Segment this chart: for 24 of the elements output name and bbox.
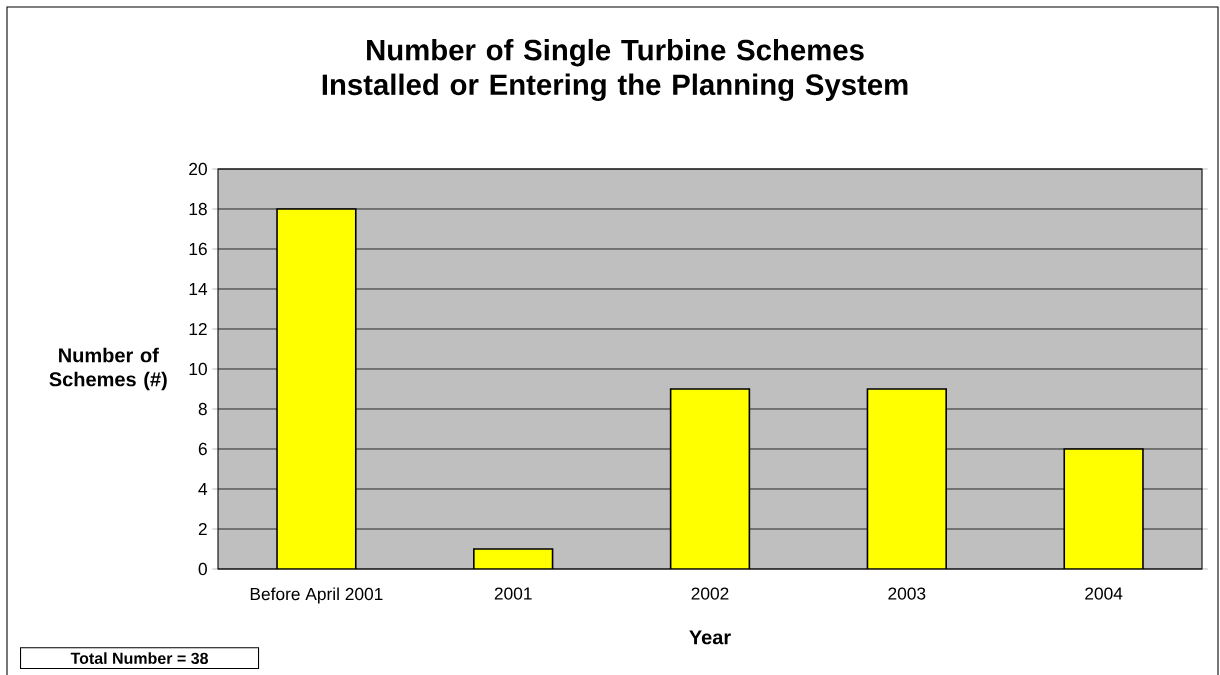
y-tick-label: 20 bbox=[189, 162, 207, 176]
y-axis-title: Number of Schemes (#) bbox=[49, 347, 167, 391]
y-tick-label: 0 bbox=[198, 562, 207, 576]
x-tick-label: 2004 bbox=[1085, 587, 1123, 600]
y-tick-label: 6 bbox=[198, 442, 207, 456]
bar bbox=[276, 208, 357, 569]
bar bbox=[866, 388, 947, 569]
y-tick-label: 8 bbox=[198, 402, 207, 416]
chart-title: Number of Single Turbine Schemes Installed or Entering the Planning System bbox=[322, 38, 908, 102]
x-tick-label: Before April 2001 bbox=[250, 587, 383, 604]
y-tick-label: 10 bbox=[189, 362, 207, 376]
x-tick-label: 2001 bbox=[494, 587, 532, 600]
y-tick-label: 18 bbox=[189, 202, 207, 216]
x-axis-title: Year bbox=[689, 630, 731, 645]
bar bbox=[669, 388, 751, 569]
x-tick-label: 2003 bbox=[888, 587, 926, 600]
bar bbox=[1063, 448, 1144, 569]
text: Total Number = 38 bbox=[70, 652, 209, 665]
y-tick-label: 12 bbox=[189, 322, 207, 336]
y-tick-label: 16 bbox=[189, 242, 207, 256]
y-tick-label: 4 bbox=[198, 483, 208, 495]
x-tick-label: 2002 bbox=[691, 587, 729, 600]
y-tick-label: 2 bbox=[198, 522, 207, 536]
y-tick-label: 14 bbox=[189, 283, 208, 295]
